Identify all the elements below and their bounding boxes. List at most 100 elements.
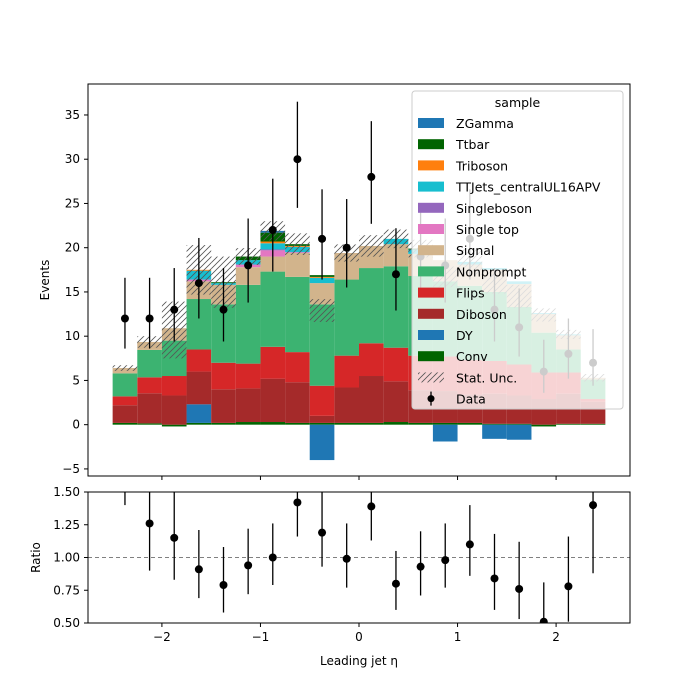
stat-unc-bin (309, 299, 335, 322)
legend-entry: Triboson (418, 158, 508, 173)
bar-conv (161, 424, 187, 427)
legend-swatch (418, 266, 444, 277)
ratio-point (194, 565, 203, 574)
legend: sample ZGamma Ttbar Triboson TTJets_centralU… (411, 90, 624, 410)
ratio-point (318, 528, 327, 537)
bar-conv (186, 422, 212, 425)
bar-dy (432, 424, 458, 442)
bar-flips (260, 346, 286, 379)
bar-flips (235, 363, 261, 389)
bar-nonprompt (260, 271, 286, 347)
legend-entry: Data (427, 391, 486, 407)
legend-label: Nonprompt (456, 264, 526, 279)
ratio-points (124, 492, 598, 623)
legend-entry: TTJets_centralUL16APV (418, 180, 601, 195)
ratio-y-tick-label: 0.75 (53, 583, 80, 597)
y-tick-label: 35 (65, 108, 80, 122)
bar-conv (506, 423, 532, 425)
legend-entry: Stat. Unc. (418, 370, 517, 385)
bar-conv (556, 423, 581, 425)
legend-swatch (418, 372, 444, 383)
bar-conv (309, 422, 335, 425)
bar-dy (309, 424, 335, 461)
bar-dy (506, 424, 532, 440)
ratio-point (539, 617, 548, 623)
bar-flips (309, 385, 335, 416)
legend-swatch (418, 118, 444, 128)
stat-unc-bin (285, 233, 310, 255)
ratio-point (564, 582, 573, 591)
ratio-point (293, 498, 302, 507)
bar-conv (359, 422, 384, 425)
bar-flips (211, 362, 236, 390)
bar-nonprompt (359, 268, 384, 344)
y-tick-label: 0 (72, 418, 80, 432)
bar-flips (161, 376, 187, 396)
legend-label: Stat. Unc. (456, 370, 517, 385)
bar-nonprompt (334, 279, 359, 356)
bar-conv (482, 423, 507, 425)
bar-diboson (161, 395, 187, 425)
bar-conv (334, 422, 359, 425)
bar-nonprompt (137, 349, 162, 378)
ratio-point (515, 584, 524, 593)
data-point (318, 234, 327, 243)
ratio-point (441, 556, 450, 565)
legend-label: Signal (456, 243, 494, 258)
bar-flips (285, 352, 310, 383)
x-tick-label: 1 (454, 630, 462, 644)
bar-nonprompt (285, 276, 310, 353)
legend-swatch (418, 181, 444, 192)
bar-diboson (211, 389, 236, 423)
bar-conv (408, 422, 433, 425)
bar-conv (531, 424, 557, 427)
ratio-point (145, 519, 154, 528)
legend-swatch (418, 224, 444, 234)
bar-flips (359, 343, 384, 377)
bar-conv (457, 422, 483, 425)
data-point (342, 243, 351, 252)
ratio-point (342, 554, 351, 563)
legend-label: Singleboson (456, 201, 532, 216)
legend-swatch (418, 245, 444, 256)
legend-label: Data (456, 392, 486, 407)
y-tick-label: 15 (65, 285, 80, 299)
data-point (268, 226, 277, 235)
legend-label: Triboson (455, 158, 508, 173)
stat-unc-bin (359, 235, 384, 257)
bar-diboson (359, 376, 384, 423)
ratio-y-axis-title: Ratio (29, 542, 43, 573)
bar-diboson (137, 393, 162, 424)
bar-diboson (334, 387, 359, 423)
y-tick-label: 25 (65, 196, 80, 210)
ratio-point (219, 581, 228, 590)
bar-dy (482, 424, 507, 439)
data-point (367, 172, 376, 181)
legend-marker (427, 395, 435, 403)
legend-swatch (418, 139, 444, 150)
bar-flips (186, 349, 212, 372)
legend-swatch (418, 160, 444, 171)
legend-label: ZGamma (456, 116, 514, 131)
bar-diboson (235, 388, 261, 423)
stat-unc-bin (112, 365, 138, 371)
legend-label: Diboson (456, 307, 507, 322)
bar-signal (309, 283, 335, 305)
ratio-point (589, 501, 598, 510)
y-tick-label: 5 (72, 373, 80, 387)
ratio-point (391, 579, 400, 588)
ratio-y-tick-label: 0.50 (53, 616, 80, 630)
legend-entry: Ttbar (418, 137, 490, 152)
bar-flips (137, 377, 162, 394)
y-tick-label: −5 (62, 462, 80, 476)
legend-entry: Conv (418, 349, 488, 364)
legend-swatch (418, 308, 444, 319)
legend-entry: Single top (418, 222, 519, 237)
bar-conv (211, 422, 236, 425)
ratio-point (416, 562, 425, 571)
ratio-point (244, 561, 253, 570)
bar-flips (112, 396, 138, 406)
data-point (391, 270, 400, 279)
ratio-point (490, 574, 499, 583)
